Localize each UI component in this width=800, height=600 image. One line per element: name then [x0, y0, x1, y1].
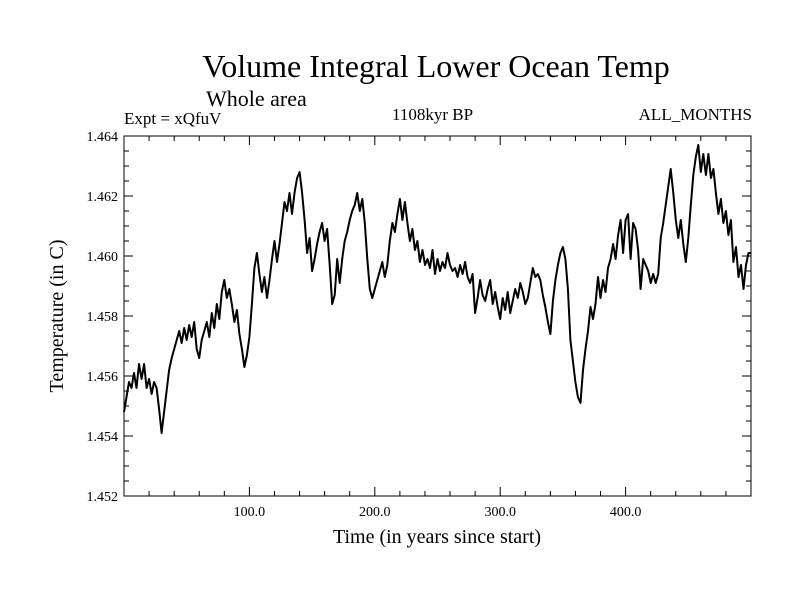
x-tick-label: 100.0: [234, 505, 266, 520]
x-tick-label: 400.0: [610, 505, 642, 520]
y-tick-label: 1.460: [87, 250, 119, 265]
y-tick-label: 1.458: [87, 310, 119, 325]
y-tick-label: 1.456: [87, 370, 119, 385]
experiment-label: Expt = xQfuV: [124, 109, 222, 128]
x-tick-label: 300.0: [484, 505, 516, 520]
x-tick-label: 200.0: [359, 505, 391, 520]
x-axis-label: Time (in years since start): [333, 526, 541, 548]
months-label: ALL_MONTHS: [638, 105, 752, 124]
axis-ticks: [124, 136, 751, 496]
y-axis-label: Temperature (in C): [46, 240, 68, 393]
y-tick-label: 1.464: [87, 130, 119, 145]
chart-subtitle: Whole area: [206, 86, 307, 111]
axis-tick-labels: 100.0 200.0 300.0 400.0 1.452 1.454 1.456 1.458…: [87, 130, 642, 520]
period-label: 1108kyr BP: [392, 105, 474, 124]
series-line: [123, 144, 751, 434]
y-tick-label: 1.452: [87, 490, 119, 505]
y-tick-label: 1.462: [87, 190, 119, 205]
y-tick-label: 1.454: [87, 430, 119, 445]
chart-title: Volume Integral Lower Ocean Temp: [202, 48, 670, 84]
